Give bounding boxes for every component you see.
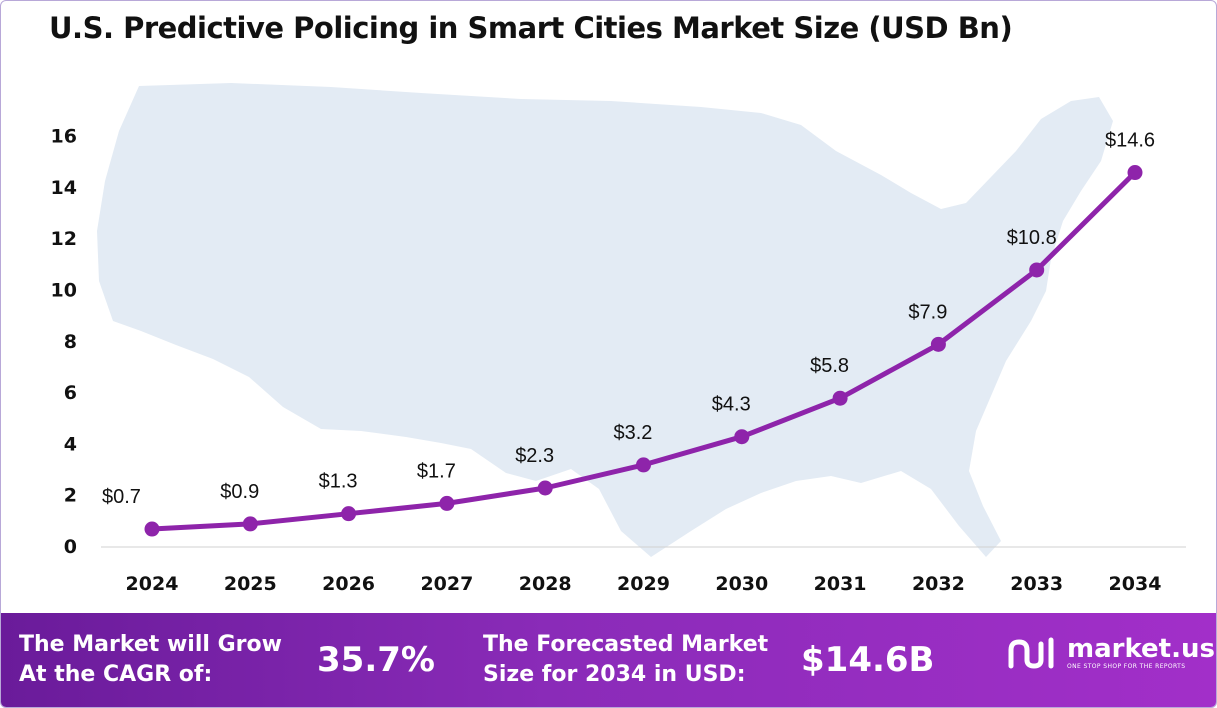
data-point	[537, 480, 553, 496]
data-point	[144, 521, 160, 537]
data-markers	[144, 165, 1143, 537]
market-us-logo-icon	[1008, 637, 1054, 669]
x-tick-label: 2027	[420, 573, 473, 595]
x-tick-label: 2025	[224, 573, 277, 595]
cagr-label-line2: At the CAGR of:	[19, 662, 213, 687]
forecast-label-line1: The Forecasted Market	[483, 632, 769, 657]
data-label: $1.7	[417, 460, 456, 482]
data-point	[242, 516, 258, 532]
data-label: $1.3	[319, 471, 358, 493]
data-point	[832, 390, 848, 406]
data-point	[734, 429, 750, 445]
x-tick-label: 2031	[814, 573, 867, 595]
data-label: $0.9	[220, 481, 259, 503]
x-tick-label: 2032	[912, 573, 965, 595]
data-label: $14.6	[1105, 130, 1155, 152]
y-tick-label: 8	[64, 331, 77, 353]
brand-logo: market.us ONE STOP SHOP FOR THE REPORTS	[1007, 635, 1215, 671]
x-tick-label: 2033	[1010, 573, 1063, 595]
data-label: $7.9	[908, 301, 947, 323]
data-label: $0.7	[102, 486, 141, 508]
data-point	[930, 336, 946, 352]
brand-name: market.us	[1067, 634, 1215, 664]
x-tick-label: 2028	[519, 573, 572, 595]
data-point	[1029, 262, 1045, 278]
y-tick-label: 2	[64, 485, 77, 507]
cagr-label: The Market will Grow At the CAGR of:	[19, 630, 282, 690]
x-tick-label: 2024	[126, 573, 179, 595]
cagr-label-line1: The Market will Grow	[19, 632, 282, 657]
brand-text: market.us ONE STOP SHOP FOR THE REPORTS	[1067, 635, 1215, 671]
footer-banner: The Market will Grow At the CAGR of: 35.…	[1, 613, 1216, 707]
x-tick-label: 2026	[322, 573, 375, 595]
data-label: $3.2	[614, 422, 653, 444]
data-label: $4.3	[712, 394, 751, 416]
data-labels: $0.7 $0.9 $1.3 $1.7 $2.3 $3.2 $4.3 $5.8 $7.9 $10.…	[102, 130, 1155, 509]
chart-title: U.S. Predictive Policing in Smart Cities…	[49, 11, 1013, 45]
data-point	[439, 495, 455, 511]
y-axis-ticks: 0 2 4 6 8 10 12 14 16	[51, 126, 77, 558]
y-tick-label: 16	[51, 126, 77, 148]
cagr-value: 35.7%	[317, 640, 435, 680]
data-label: $2.3	[515, 445, 554, 467]
x-axis-ticks: 2024 2025 2026 2027 2028 2029 2030 2031 2032 2033…	[126, 573, 1162, 595]
data-point	[341, 506, 357, 522]
y-tick-label: 12	[51, 228, 77, 250]
y-tick-label: 10	[51, 280, 77, 302]
x-tick-label: 2034	[1109, 573, 1162, 595]
data-point	[636, 457, 651, 473]
x-tick-label: 2030	[715, 573, 768, 595]
y-tick-label: 4	[64, 433, 77, 455]
data-label: $5.8	[810, 355, 849, 377]
forecast-label-line2: Size for 2034 in USD:	[483, 662, 746, 687]
y-tick-label: 14	[51, 177, 77, 199]
data-point	[1127, 165, 1143, 181]
brand-tagline: ONE STOP SHOP FOR THE REPORTS	[1067, 663, 1186, 670]
forecast-value: $14.6B	[801, 640, 935, 680]
x-tick-label: 2029	[617, 573, 670, 595]
data-label: $10.8	[1007, 227, 1057, 249]
forecast-label: The Forecasted Market Size for 2034 in U…	[483, 630, 768, 690]
usa-map-background	[97, 83, 1113, 557]
y-tick-label: 6	[64, 382, 77, 404]
y-tick-label: 0	[64, 536, 77, 558]
